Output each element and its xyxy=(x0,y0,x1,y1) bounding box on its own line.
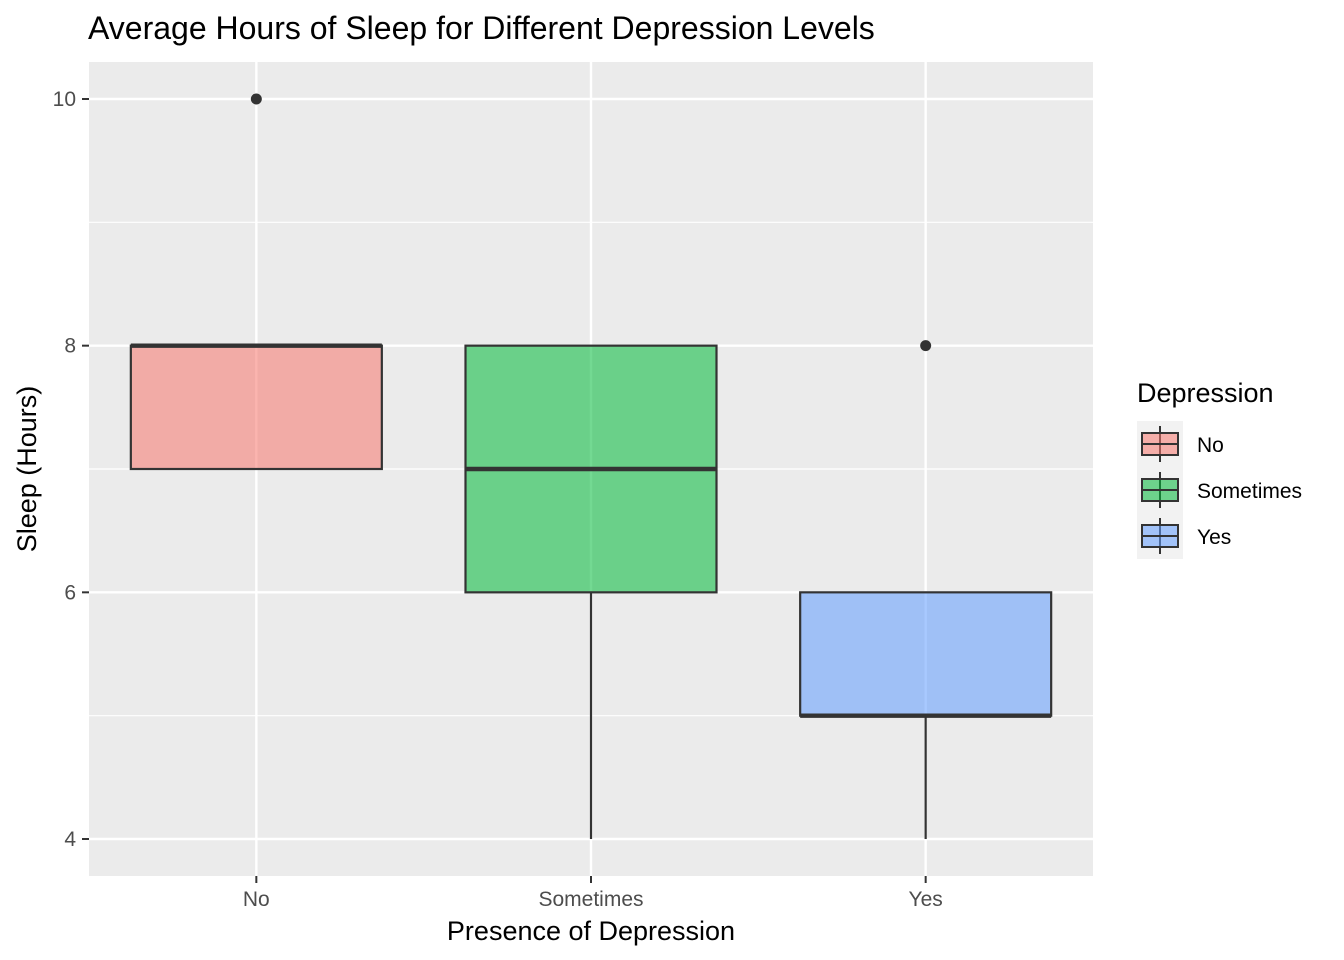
outlier-point xyxy=(250,93,262,105)
x-tick-label: No xyxy=(243,888,270,911)
legend-items: No Sometimes Yes xyxy=(1137,421,1302,559)
outlier-point xyxy=(920,340,932,352)
box-sometimes xyxy=(464,344,718,839)
y-tick-label: 10 xyxy=(53,88,76,111)
y-axis-title: Sleep (Hours) xyxy=(12,386,42,553)
legend-title: Depression xyxy=(1137,378,1274,408)
x-axis-title: Presence of Depression xyxy=(447,916,735,946)
legend-label: No xyxy=(1197,434,1224,457)
box-layer xyxy=(129,93,1053,839)
box-no xyxy=(129,93,383,471)
box-body xyxy=(799,591,1053,717)
x-tick-label: Sometimes xyxy=(538,888,643,911)
legend-item-yes: Yes xyxy=(1137,513,1231,559)
legend-label: Sometimes xyxy=(1197,480,1302,503)
y-axis: 4 6 8 10 xyxy=(53,88,89,851)
box-body xyxy=(129,344,383,471)
x-tick-label: Yes xyxy=(909,888,943,911)
y-tick-label: 4 xyxy=(64,828,76,851)
legend: Depression No Sometimes Yes xyxy=(1137,378,1302,559)
box-yes xyxy=(799,340,1053,839)
legend-item-no: No xyxy=(1137,421,1224,467)
legend-item-sometimes: Sometimes xyxy=(1137,467,1302,513)
chart-title: Average Hours of Sleep for Different Dep… xyxy=(88,10,875,46)
legend-label: Yes xyxy=(1197,526,1231,549)
y-tick-label: 8 xyxy=(64,335,76,358)
y-tick-label: 6 xyxy=(64,581,76,604)
x-axis: No Sometimes Yes xyxy=(243,876,943,911)
